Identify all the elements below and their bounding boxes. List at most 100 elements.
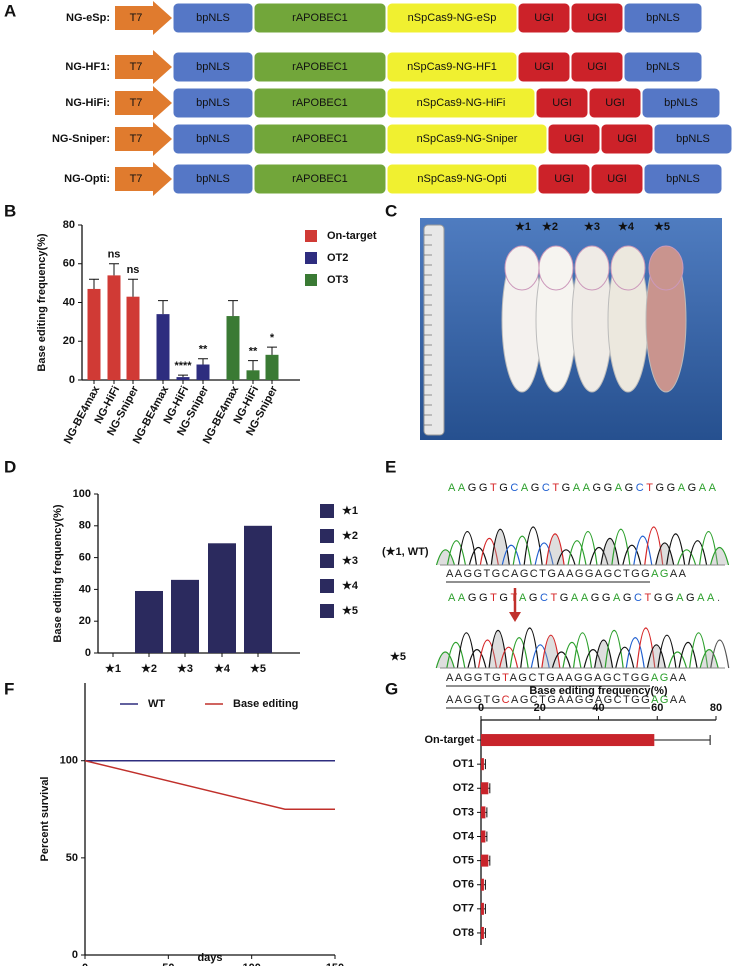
part-label: bpNLS [196, 173, 230, 185]
base-letter: A [521, 482, 529, 494]
base-letter: A [455, 694, 463, 706]
x-tick-label: 0 [82, 962, 88, 966]
y-tick-label: 0 [72, 949, 78, 961]
trace-peak [512, 535, 532, 566]
error-bar [89, 278, 99, 289]
part-label: nSpCas9-NG-Sniper [417, 133, 518, 145]
y-tick-label: 80 [79, 520, 91, 532]
base-letter: A [707, 592, 715, 604]
bar [87, 288, 101, 380]
base-letter: G [604, 694, 613, 706]
trace-peak [446, 540, 467, 566]
part-label: bpNLS [664, 97, 698, 109]
base-letter: A [615, 482, 623, 494]
construct-part [172, 87, 254, 119]
trace-peak [699, 649, 719, 669]
trace-peak [710, 639, 730, 669]
bar [481, 758, 484, 771]
y-tick-label: 0 [69, 374, 75, 386]
base-letter: G [667, 482, 676, 494]
base-letter: G [531, 482, 540, 494]
base-letter: C [510, 482, 518, 494]
base-letter: A [651, 672, 659, 684]
base-letter: G [660, 694, 669, 706]
trace-peak [477, 639, 498, 669]
base-letter: A [651, 568, 659, 580]
trace-peak [709, 546, 730, 566]
part-label: bpNLS [646, 61, 680, 73]
base-letter: A [519, 592, 527, 604]
photo-label: ★2 [542, 221, 558, 233]
legend-swatch [305, 252, 317, 264]
base-letter: G [604, 482, 613, 494]
error-bar [228, 300, 238, 317]
bar [481, 806, 486, 819]
base-letter: A [699, 482, 707, 494]
base-letter: G [688, 482, 697, 494]
x-tick-label: 100 [242, 962, 260, 966]
x-tick-label: ★3 [177, 663, 193, 675]
promoter-arrow [115, 50, 172, 84]
trace-peak [541, 634, 561, 669]
rabbit-head [648, 245, 684, 291]
part-label: rAPOBEC1 [292, 173, 348, 185]
part-label: bpNLS [196, 12, 230, 24]
error-bar [109, 263, 119, 276]
construct-name: NG-HiFi: [65, 97, 110, 109]
construct-part [172, 2, 254, 34]
base-letter: T [484, 694, 491, 706]
base-letter: C [540, 592, 548, 604]
part-label: UGI [617, 133, 637, 145]
base-letter: A [571, 592, 579, 604]
trace-peak [551, 651, 571, 669]
base-letter: A [709, 482, 717, 494]
construct-part [517, 51, 571, 83]
base-letter: A [557, 568, 565, 580]
construct-part [172, 51, 254, 83]
base-letter: G [603, 672, 612, 684]
base-letter: G [654, 592, 663, 604]
trace-peak [479, 538, 499, 566]
legend-swatch [305, 274, 317, 286]
construct-part [253, 51, 387, 83]
trace-peak [646, 644, 666, 669]
base-letter: T [490, 482, 497, 494]
bar [226, 316, 240, 380]
y-axis-label: Base editing frequency(%) [36, 233, 48, 371]
trace-peak [545, 533, 565, 566]
x-tick-label: 150 [326, 962, 344, 966]
base-letter: T [623, 694, 630, 706]
base-letter: G [479, 592, 488, 604]
bar [481, 926, 484, 939]
construct-part [253, 87, 387, 119]
photo-label: ★4 [618, 221, 635, 233]
part-label: bpNLS [196, 61, 230, 73]
promoter-arrow [115, 122, 172, 156]
part-label: rAPOBEC1 [292, 12, 348, 24]
trace-peak [567, 540, 587, 566]
significance-label: ns [127, 264, 140, 276]
significance-label: ** [199, 344, 208, 356]
base-letter: C [530, 568, 538, 580]
base-letter: A [511, 694, 519, 706]
x-tick-label: 60 [651, 702, 663, 714]
base-letter: T [539, 694, 546, 706]
construct-part [570, 2, 624, 34]
rabbit-head [610, 245, 646, 291]
trace-peak [655, 542, 675, 566]
trace-peak [689, 632, 709, 669]
construct-part [386, 2, 518, 34]
construct-part [641, 87, 721, 119]
part-label: bpNLS [196, 133, 230, 145]
base-letter: A [679, 672, 687, 684]
base-letter: G [574, 672, 583, 684]
x-tick-label: ★1 [105, 663, 121, 675]
base-letter: A [594, 672, 602, 684]
sequence: AAGGTGCAGCTGAAGGAGCTGGAGAA [446, 568, 687, 580]
base-letter: G [665, 592, 674, 604]
y-tick-label: 0 [85, 647, 91, 659]
rabbit-head [538, 245, 574, 291]
y-tick-label: 60 [63, 258, 75, 270]
trace-peak [578, 530, 598, 566]
